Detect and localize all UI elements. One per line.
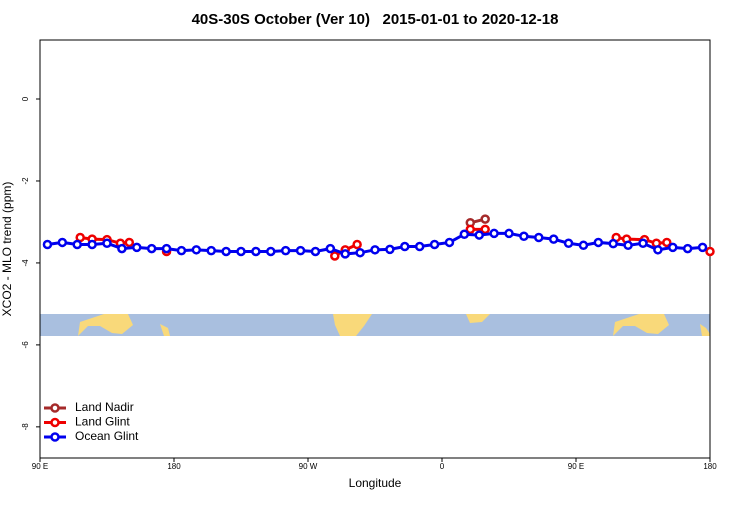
data-point [519, 231, 529, 242]
data-point [697, 242, 708, 253]
data-point [221, 246, 231, 257]
data-point [355, 247, 365, 258]
data-point [414, 241, 425, 252]
data-point [266, 246, 276, 257]
legend-marker [50, 403, 60, 413]
data-point [578, 240, 589, 251]
data-point [117, 243, 127, 254]
y-tick-label: -2 [21, 177, 30, 185]
data-point [534, 232, 544, 243]
x-tick-label: 90 E [32, 462, 48, 471]
data-point [459, 229, 470, 239]
data-point [251, 246, 261, 257]
data-point [132, 242, 142, 253]
data-point [480, 214, 490, 224]
data-point [280, 245, 291, 256]
y-tick-label: 0 [21, 96, 30, 101]
x-tick-label: 180 [167, 462, 181, 471]
data-point [489, 228, 499, 239]
data-point [206, 245, 216, 256]
y-tick-label: -8 [21, 423, 30, 431]
data-point [57, 237, 68, 248]
data-point [465, 224, 476, 235]
data-point [480, 224, 490, 235]
data-point [593, 237, 604, 248]
data-point [161, 243, 172, 254]
legend-label: Land Glint [75, 415, 130, 429]
data-point [705, 246, 715, 257]
data-point [310, 246, 321, 257]
data-point [504, 228, 514, 239]
data-point [295, 245, 306, 256]
data-point [325, 243, 336, 254]
data-point [236, 246, 246, 257]
data-point [653, 245, 663, 255]
y-tick-label: -4 [21, 259, 30, 267]
x-tick-label: 90 W [299, 462, 318, 471]
data-point [623, 240, 633, 251]
x-axis-label: Longitude [349, 476, 402, 490]
y-tick-label: -6 [21, 341, 30, 349]
data-point [548, 234, 559, 244]
data-point [662, 237, 672, 248]
data-point [444, 237, 455, 248]
data-point [72, 239, 82, 250]
data-point [330, 251, 340, 261]
legend-marker [50, 417, 60, 428]
data-point [352, 239, 362, 250]
data-point [682, 243, 693, 254]
data-point [340, 249, 350, 259]
legend-marker [50, 432, 60, 442]
legend-label: Ocean Glint [75, 429, 139, 443]
x-tick-label: 180 [703, 462, 717, 471]
data-point [400, 241, 410, 252]
data-point [638, 238, 648, 249]
data-point [474, 230, 484, 240]
data-point [124, 237, 135, 248]
y-axis-label: XCO2 - MLO trend (ppm) [0, 182, 14, 317]
legend-label: Land Nadir [75, 400, 134, 414]
chart-title: 40S-30S October (Ver 10) 2015-01-01 to 2… [192, 11, 559, 28]
data-point [668, 242, 678, 253]
data-point [146, 243, 157, 254]
data-point [429, 239, 440, 250]
x-tick-label: 90 E [568, 462, 584, 471]
data-point [191, 245, 202, 255]
data-point [563, 238, 574, 249]
data-point [385, 244, 395, 255]
x-tick-label: 0 [440, 462, 445, 471]
data-point [102, 238, 112, 249]
data-point [608, 238, 618, 249]
map-strip [40, 314, 710, 336]
data-point [370, 245, 380, 255]
data-point [87, 239, 97, 250]
data-point [42, 239, 53, 250]
data-point [176, 245, 187, 256]
